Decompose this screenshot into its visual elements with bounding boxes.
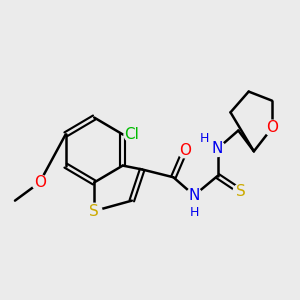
Text: Cl: Cl [124,127,139,142]
Text: H: H [190,206,199,219]
Circle shape [86,203,102,219]
Circle shape [124,127,140,142]
Circle shape [210,141,225,157]
Text: S: S [236,184,246,199]
Text: S: S [89,203,99,218]
Text: N: N [188,188,200,203]
Text: N: N [212,141,223,156]
Circle shape [233,184,249,199]
Circle shape [264,120,280,136]
Circle shape [186,188,202,203]
Text: O: O [179,142,191,158]
Text: H: H [200,132,209,145]
Text: O: O [266,120,278,135]
Text: O: O [34,175,46,190]
Circle shape [32,175,47,190]
Circle shape [177,142,193,158]
